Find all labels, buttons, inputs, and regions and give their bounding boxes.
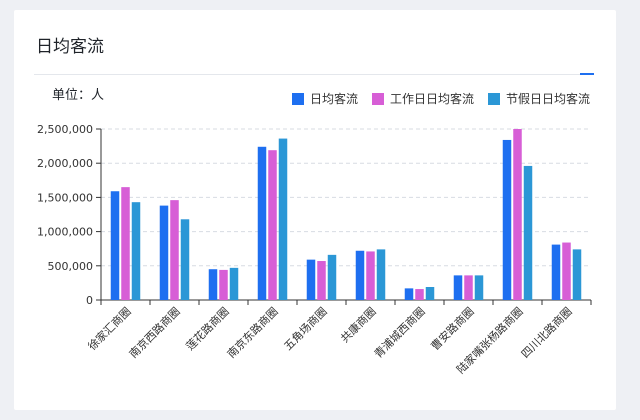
bar-1-1 [110, 191, 120, 300]
bar-2-10 [562, 242, 571, 300]
y-tick-label: 1,500,000 [37, 191, 93, 204]
bar-1-6 [355, 250, 365, 300]
legend-item-workday[interactable]: 工作日日均客流 [371, 90, 474, 107]
x-category-label: 莲花路商圈 [183, 304, 232, 353]
x-category-label: 徐家汇商圈 [85, 304, 134, 353]
bar-3-9 [523, 165, 533, 300]
legend-swatch-workday [371, 92, 384, 105]
bar-3-2 [180, 219, 190, 300]
y-tick-label: 500,000 [48, 260, 94, 273]
unit-label: 单位：人 [52, 88, 105, 103]
card-title: 日均客流 [36, 37, 104, 57]
bar-3-5 [327, 254, 337, 300]
x-category-label: 五角场商圈 [281, 304, 330, 353]
legend-swatch-holiday [487, 92, 500, 105]
x-category-label: 曹安路商圈 [428, 304, 477, 353]
bar-1-2 [159, 205, 169, 300]
legend-label-holiday: 节假日日均客流 [505, 92, 590, 106]
bar-1-7 [404, 288, 414, 300]
legend-swatch-daily [291, 92, 304, 105]
bar-1-3 [208, 269, 218, 300]
bar-2-3 [219, 269, 228, 300]
bar-2-4 [268, 150, 277, 300]
bar-3-6 [376, 249, 386, 300]
y-tick-label: 2,500,000 [37, 123, 93, 136]
x-category-label: 共康商圈 [338, 304, 379, 345]
bar-2-9 [513, 129, 522, 300]
y-tick-label: 1,000,000 [37, 226, 93, 239]
bar-3-7 [425, 287, 435, 300]
x-category-label: 青浦城西商圈 [371, 304, 428, 361]
bar-1-4 [257, 146, 267, 300]
title-accent-line [580, 73, 594, 75]
bar-2-7 [415, 289, 424, 300]
bar-1-8 [453, 275, 463, 300]
y-tick-label: 0 [86, 294, 93, 307]
bar-1-9 [502, 139, 512, 300]
x-category-label: 南京西路商圈 [126, 304, 183, 361]
bar-1-10 [551, 244, 561, 300]
x-category-label: 南京东路商圈 [224, 304, 281, 361]
y-tick-label: 2,000,000 [37, 157, 93, 170]
bar-2-5 [317, 261, 326, 300]
bar-3-4 [278, 138, 288, 300]
x-category-label: 四川北路商圈 [518, 304, 575, 361]
legend-item-daily[interactable]: 日均客流 [291, 90, 358, 107]
legend-label-workday: 工作日日均客流 [389, 92, 474, 106]
bar-2-2 [170, 200, 179, 300]
chart-legend: 日均客流 工作日日均客流 节假日日均客流 [291, 90, 590, 107]
title-divider [34, 74, 594, 75]
bar-3-8 [474, 275, 484, 300]
bar-2-1 [121, 187, 130, 300]
bar-2-8 [464, 275, 473, 300]
legend-item-holiday[interactable]: 节假日日均客流 [487, 90, 590, 107]
bar-3-10 [572, 249, 582, 300]
legend-label-daily: 日均客流 [309, 92, 358, 106]
bar-3-1 [131, 202, 141, 300]
bar-1-5 [306, 259, 316, 300]
bar-2-6 [366, 251, 375, 300]
bar-3-3 [229, 267, 239, 300]
